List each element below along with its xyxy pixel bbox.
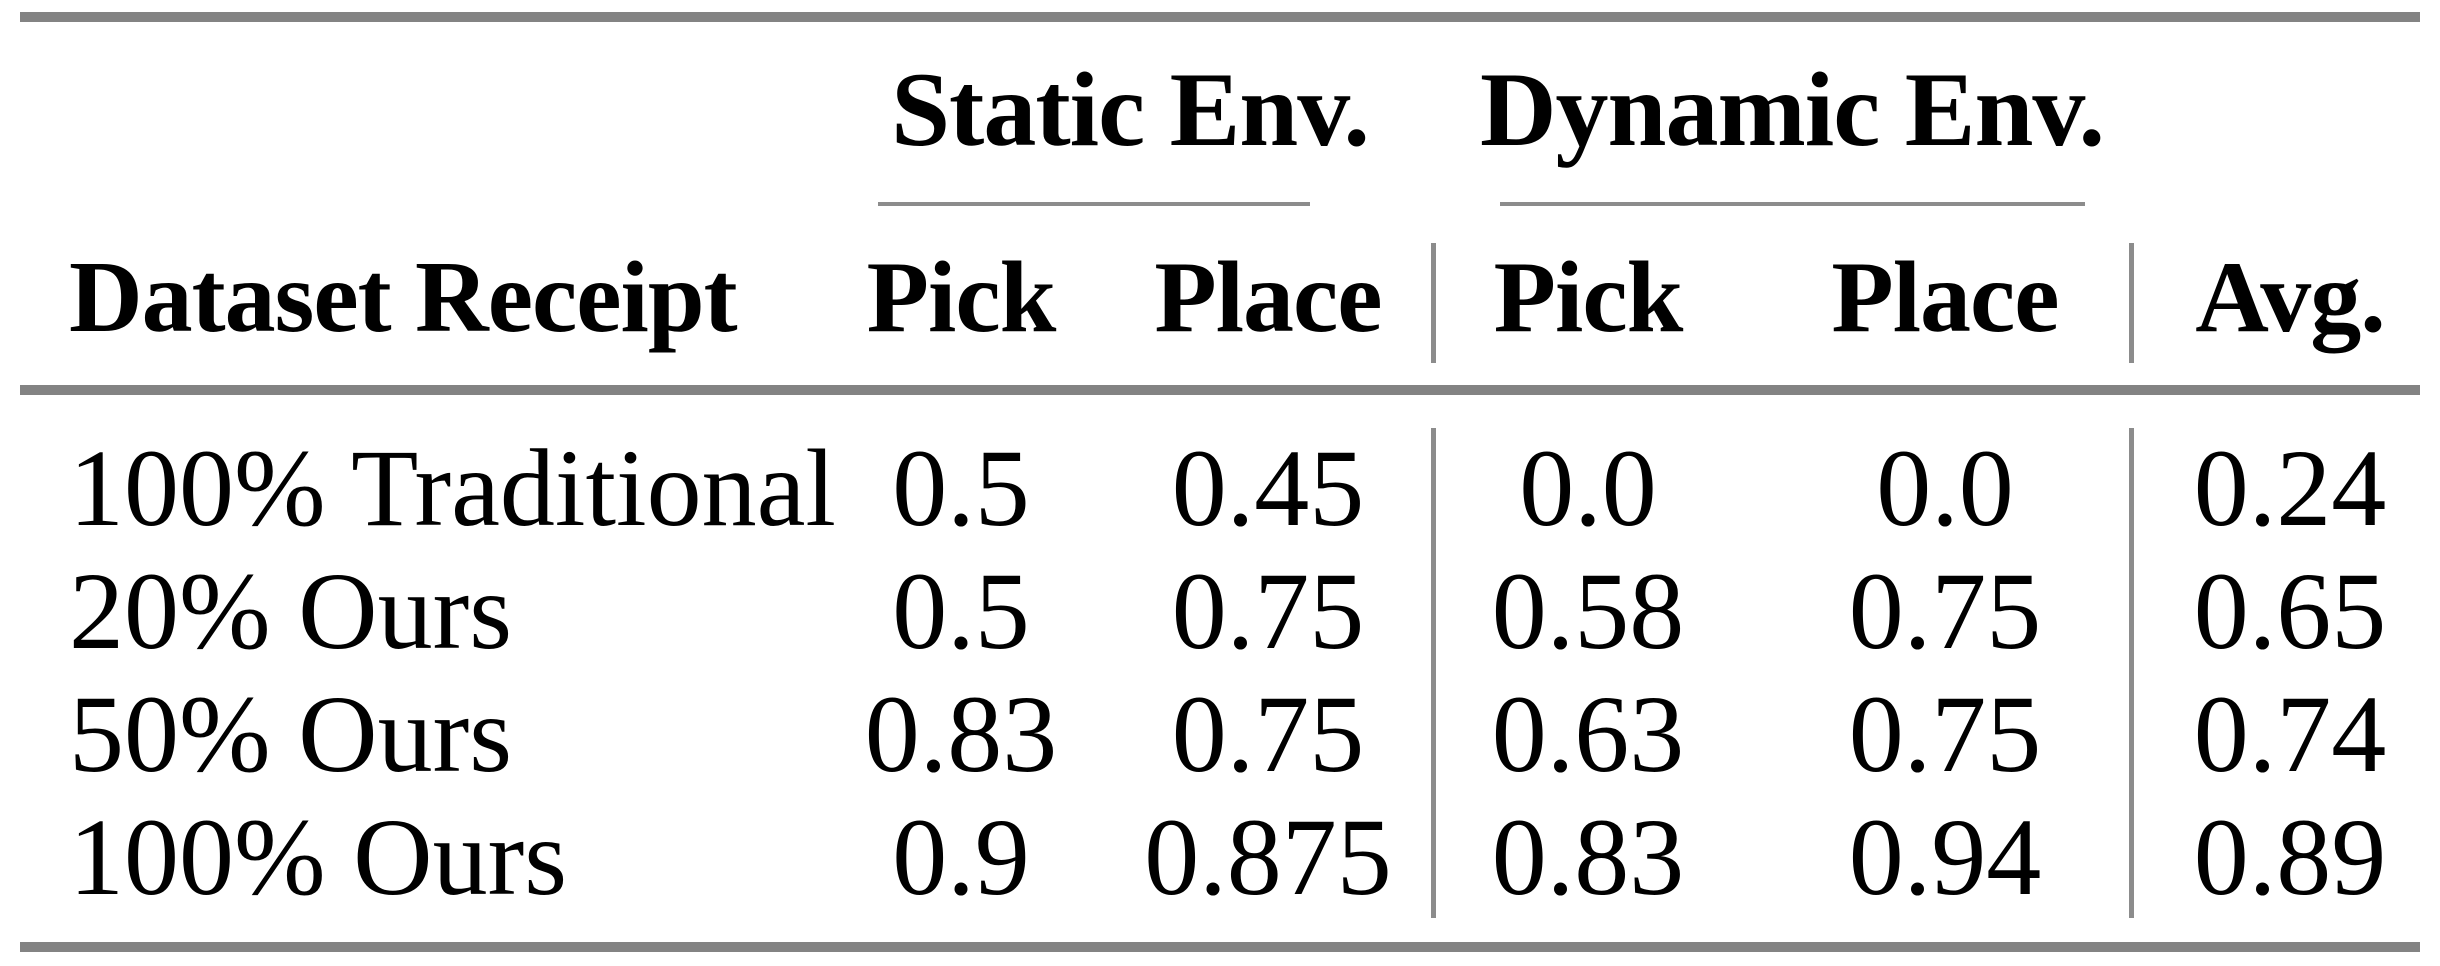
cell-dynamic-place: 0.75 — [1848, 672, 2042, 795]
cell-static-pick: 0.83 — [864, 672, 1058, 795]
bottom-rule — [20, 942, 2420, 952]
column-header-dynamic-place: Place — [1831, 240, 2059, 354]
cell-dynamic-pick: 0.0 — [1519, 426, 1657, 549]
row-label: 100% Traditional — [69, 426, 836, 549]
cell-avg: 0.74 — [2193, 672, 2387, 795]
row-label: 20% Ours — [69, 549, 513, 672]
vertical-rule-avg-bottom — [2129, 428, 2134, 918]
mid-rule — [20, 385, 2420, 395]
row-label: 50% Ours — [69, 672, 513, 795]
group-header-static-env: Static Env. — [891, 51, 1370, 168]
cell-dynamic-place: 0.94 — [1848, 795, 2042, 918]
cell-static-pick: 0.5 — [892, 549, 1030, 672]
cell-avg: 0.65 — [2193, 549, 2387, 672]
cell-dynamic-place: 0.0 — [1876, 426, 2014, 549]
cell-dynamic-place: 0.75 — [1848, 549, 2042, 672]
column-header-static-pick: Pick — [866, 240, 1057, 354]
column-header-dataset-receipt: Dataset Receipt — [69, 240, 738, 354]
vertical-rule-static-dynamic-bottom — [1431, 428, 1436, 918]
group-header-dynamic-env: Dynamic Env. — [1479, 51, 2105, 168]
cell-dynamic-pick: 0.63 — [1491, 672, 1685, 795]
cell-static-place: 0.75 — [1171, 672, 1365, 795]
cell-static-place: 0.45 — [1171, 426, 1365, 549]
row-label: 100% Ours — [69, 795, 568, 918]
cell-dynamic-pick: 0.83 — [1491, 795, 1685, 918]
vertical-rule-static-dynamic-top — [1431, 243, 1436, 363]
cell-dynamic-pick: 0.58 — [1491, 549, 1685, 672]
cell-avg: 0.24 — [2193, 426, 2387, 549]
cell-static-pick: 0.9 — [892, 795, 1030, 918]
column-header-static-place: Place — [1154, 240, 1382, 354]
vertical-rule-avg-top — [2129, 243, 2134, 363]
cell-static-place: 0.875 — [1144, 795, 1392, 918]
cell-static-pick: 0.5 — [892, 426, 1030, 549]
dynamic-env-cmidrule — [1500, 202, 2085, 206]
cell-avg: 0.89 — [2193, 795, 2387, 918]
cell-static-place: 0.75 — [1171, 549, 1365, 672]
column-header-avg: Avg. — [2195, 240, 2386, 354]
column-header-dynamic-pick: Pick — [1493, 240, 1684, 354]
static-env-cmidrule — [878, 202, 1310, 206]
top-rule — [20, 12, 2420, 22]
